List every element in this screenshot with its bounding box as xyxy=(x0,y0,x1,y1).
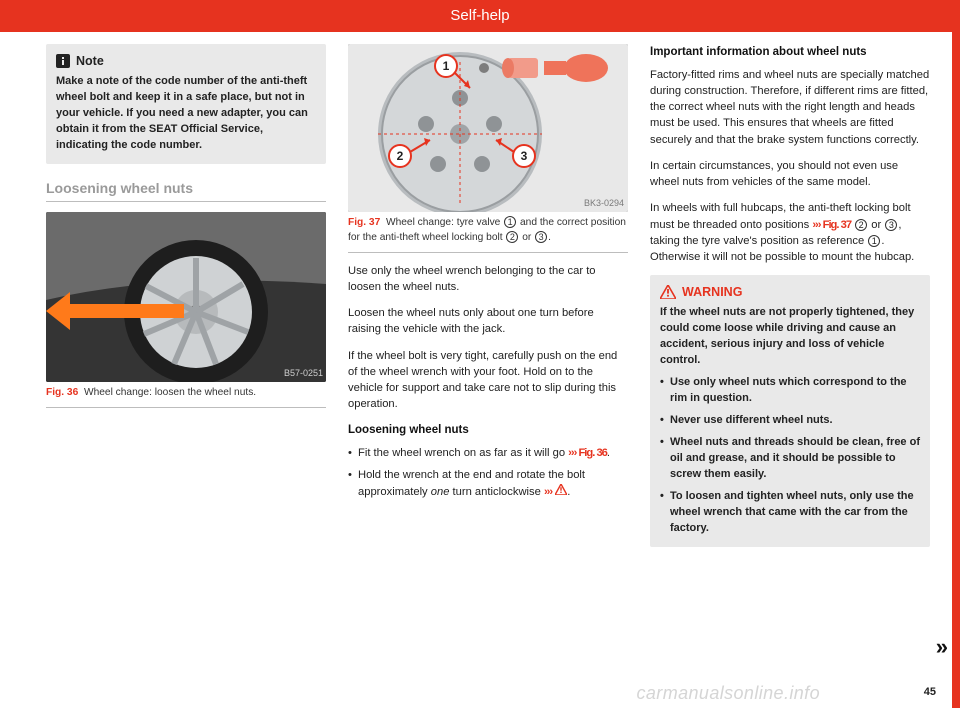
col2-p2: Loosen the wheel nuts only about one tur… xyxy=(348,305,628,337)
svg-text:2: 2 xyxy=(397,149,404,163)
col2-li1-ref: ››› Fig. 36 xyxy=(568,447,607,459)
fig36-caption-text: Wheel change: loosen the wheel nuts. xyxy=(84,387,256,398)
warning-box: WARNING If the wheel nuts are not proper… xyxy=(650,275,930,546)
fig37-cap-end: . xyxy=(548,232,551,243)
col2-li1-a: Fit the wheel wrench on as far as it wil… xyxy=(358,447,568,459)
note-title: Note xyxy=(76,52,104,70)
continuation-mark: » xyxy=(936,634,948,660)
fig37-corner-label: BK3-0294 xyxy=(584,198,624,208)
fig37-caption: Fig. 37 Wheel change: tyre valve 1 and t… xyxy=(348,216,628,253)
info-icon xyxy=(56,54,70,68)
fig37-cap-mark2: 2 xyxy=(506,231,518,243)
col2-subhead: Loosening wheel nuts xyxy=(348,422,628,439)
warning-heading: WARNING xyxy=(660,283,920,301)
fig37-cap-mark3: 3 xyxy=(535,231,547,243)
svg-text:3: 3 xyxy=(521,149,528,163)
col2-li1-b: . xyxy=(607,447,610,459)
column-3: Important information about wheel nuts F… xyxy=(650,44,930,680)
col2-p3: If the wheel bolt is very tight, careful… xyxy=(348,348,628,413)
warning-item: To loosen and tighten wheel nuts, only u… xyxy=(660,489,920,537)
note-body: Make a note of the code number of the an… xyxy=(56,74,316,154)
page-header-title: Self-help xyxy=(450,7,509,24)
col2-p1: Use only the wheel wrench belonging to t… xyxy=(348,263,628,295)
page: Self-help Note Make a note of the code n… xyxy=(0,0,960,708)
watermark: carmanualsonline.info xyxy=(636,683,820,704)
note-heading: Note xyxy=(56,52,316,70)
col2-li2-b: turn anticlockwise xyxy=(449,486,544,498)
fig37-number: Fig. 37 xyxy=(348,217,380,228)
column-2: 1 2 3 BK3-0294 Fig xyxy=(348,44,628,680)
fig37-image: 1 2 3 BK3-0294 xyxy=(348,44,628,212)
warning-body: If the wheel nuts are not properly tight… xyxy=(660,305,920,369)
right-red-strip xyxy=(952,0,960,708)
svg-text:1: 1 xyxy=(443,59,450,73)
note-box: Note Make a note of the code number of t… xyxy=(46,44,326,164)
col2-li2-c: . xyxy=(567,486,570,498)
fig36-image: B57-0251 xyxy=(46,212,326,382)
col2-li2: Hold the wrench at the end and rotate th… xyxy=(348,467,628,500)
fig36-corner-label: B57-0251 xyxy=(284,368,323,378)
fig36-number: Fig. 36 xyxy=(46,387,78,398)
col2-list: Fit the wheel wrench on as far as it wil… xyxy=(348,445,628,500)
warning-list: Use only wheel nuts which correspond to … xyxy=(660,375,920,536)
col3-p3-mark3: 3 xyxy=(885,219,897,231)
page-number: 45 xyxy=(924,686,936,698)
warning-title: WARNING xyxy=(682,283,742,301)
col2-li1: Fit the wheel wrench on as far as it wil… xyxy=(348,445,628,461)
warning-item: Wheel nuts and threads should be clean, … xyxy=(660,435,920,483)
fig37-cap-mark1: 1 xyxy=(504,216,516,228)
warning-item: Never use different wheel nuts. xyxy=(660,413,920,429)
fig37-cap-or: or xyxy=(519,232,534,243)
col3-p3-ref: ››› Fig. 37 xyxy=(812,219,851,231)
col3-p2: In certain circumstances, you should not… xyxy=(650,158,930,190)
col2-li2-ref: ››› xyxy=(544,486,552,498)
col3-p1: Factory-fitted rims and wheel nuts are s… xyxy=(650,67,930,148)
col3-p3-mark2: 2 xyxy=(855,219,867,231)
col3-p3-or: or xyxy=(868,219,884,231)
fig37-cap-p1: Wheel change: tyre valve xyxy=(386,217,503,228)
col3-p3-mark1: 1 xyxy=(868,235,880,247)
section-title-loosening: Loosening wheel nuts xyxy=(46,178,326,202)
page-header: Self-help xyxy=(0,0,960,32)
col3-subhead: Important information about wheel nuts xyxy=(650,44,930,61)
fig36-caption: Fig. 36 Wheel change: loosen the wheel n… xyxy=(46,386,326,408)
col2-li2-em: one xyxy=(431,486,450,498)
warning-icon xyxy=(660,285,676,299)
column-1: Note Make a note of the code number of t… xyxy=(46,44,326,680)
warning-icon-inline xyxy=(555,484,567,500)
content-columns: Note Make a note of the code number of t… xyxy=(46,44,930,680)
warning-item: Use only wheel nuts which correspond to … xyxy=(660,375,920,407)
col3-p3: In wheels with full hubcaps, the anti-th… xyxy=(650,200,930,265)
